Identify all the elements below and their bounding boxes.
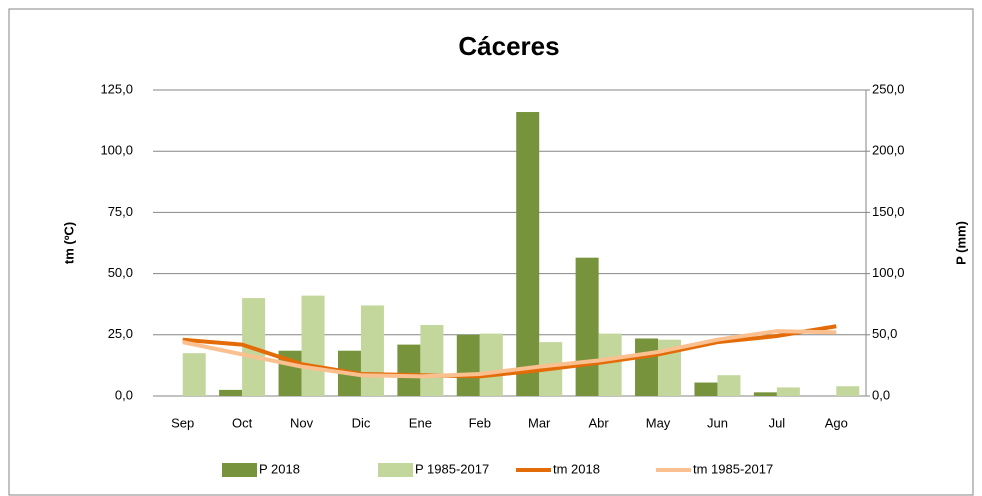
y2-axis-label: P (mm)	[953, 221, 968, 265]
line	[182, 324, 837, 379]
x-tick-label: May	[646, 415, 671, 430]
legend-label: tm 1985-2017	[693, 461, 773, 476]
y2-tick-label: 50,0	[872, 326, 897, 341]
bar	[598, 333, 622, 396]
y-tick-label: 75,0	[108, 204, 133, 219]
bar	[575, 257, 599, 396]
x-tick-label: Dic	[352, 415, 371, 430]
bar	[360, 305, 384, 396]
y2-tick-label: 150,0	[872, 204, 905, 219]
bar	[397, 344, 421, 396]
x-tick-label: Abr	[589, 415, 610, 430]
bar	[717, 375, 741, 396]
legend-swatch	[222, 463, 257, 477]
y2-tick-label: 250,0	[872, 81, 905, 96]
line	[182, 329, 837, 379]
y2-tick-label: 100,0	[872, 265, 905, 280]
x-tick-label: Ene	[409, 415, 432, 430]
y-tick-label: 50,0	[108, 265, 133, 280]
bar	[219, 389, 243, 396]
legend-label: P 2018	[259, 461, 300, 476]
y-tick-label: 0,0	[115, 387, 133, 402]
x-tick-label: Feb	[469, 415, 491, 430]
x-tick-label: Jul	[769, 415, 786, 430]
bar	[836, 386, 860, 396]
x-tick-label: Mar	[528, 415, 551, 430]
x-tick-label: Jun	[707, 415, 728, 430]
bar	[420, 325, 444, 396]
x-tick-label: Oct	[232, 415, 253, 430]
x-tick-label: Ago	[825, 415, 848, 430]
legend-swatch	[378, 463, 413, 477]
legend-label: tm 2018	[553, 461, 600, 476]
bar	[301, 295, 325, 396]
bar	[753, 392, 777, 396]
x-tick-label: Sep	[171, 415, 194, 430]
legend-label: P 1985-2017	[415, 461, 489, 476]
bar	[479, 333, 503, 396]
y-tick-label: 125,0	[100, 81, 133, 96]
bar	[635, 338, 659, 396]
y-axis-label: tm (ºC)	[61, 222, 76, 264]
bar	[456, 334, 480, 396]
bar	[776, 387, 800, 396]
bar	[516, 112, 540, 397]
x-tick-label: Nov	[290, 415, 314, 430]
y-tick-label: 25,0	[108, 326, 133, 341]
y-tick-label: 100,0	[100, 143, 133, 158]
y2-tick-label: 0,0	[872, 387, 890, 402]
y2-tick-label: 200,0	[872, 143, 905, 158]
chart-title: Cáceres	[458, 31, 559, 61]
bar	[182, 353, 206, 396]
bar	[694, 382, 718, 396]
